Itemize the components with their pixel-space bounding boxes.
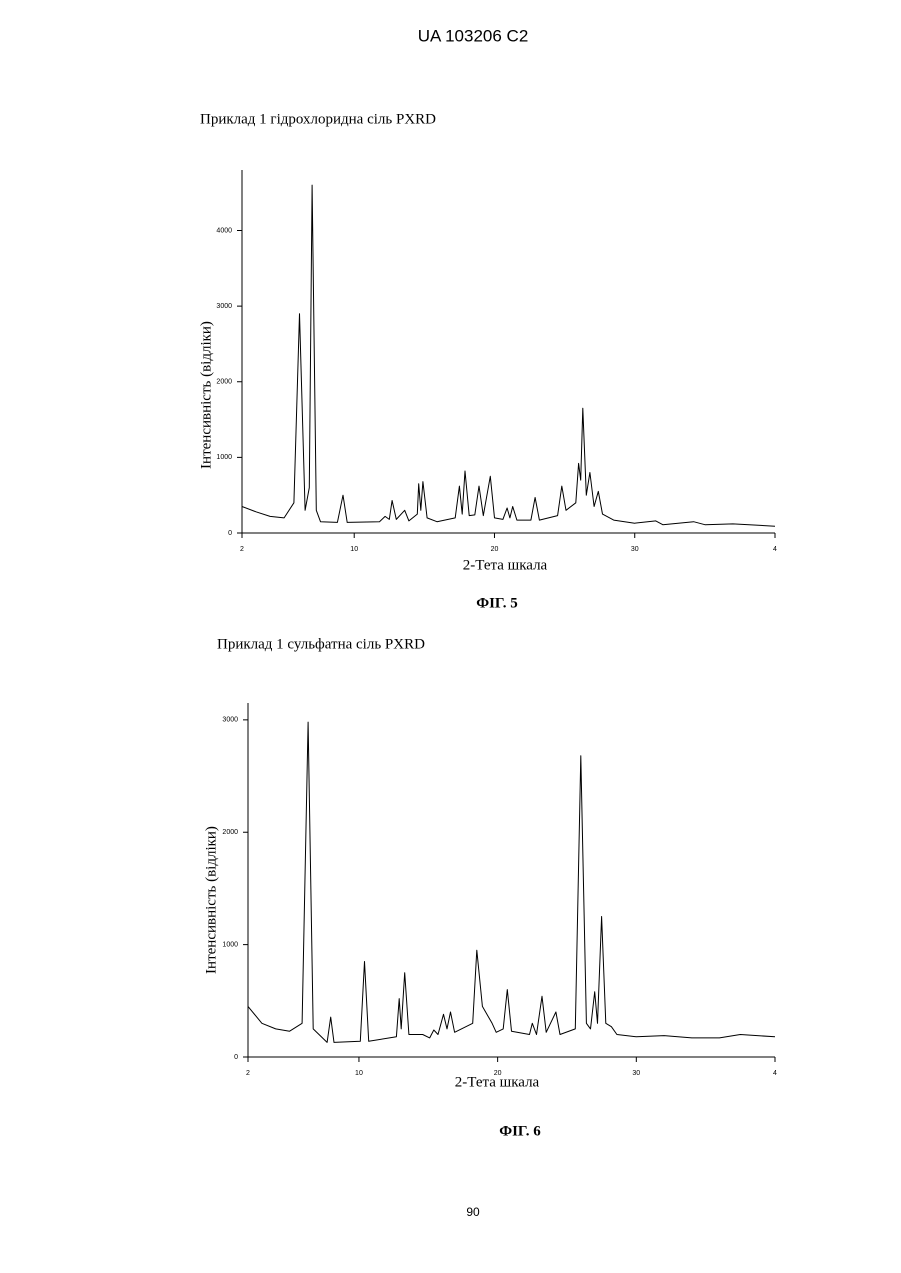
- x-tick-label: 4: [773, 546, 777, 553]
- background: [0, 0, 901, 1273]
- x-tick-label: 30: [632, 1070, 640, 1077]
- y-tick-label: 3000: [216, 303, 232, 310]
- y-tick-label: 1000: [216, 454, 232, 461]
- figure-caption: ФІГ. 6: [499, 1123, 541, 1139]
- page: UA 103206 C2 90 Приклад 1 гідрохлоридна …: [0, 0, 901, 1273]
- x-tick-label: 4: [773, 1070, 777, 1077]
- figure-caption: ФІГ. 5: [476, 595, 518, 611]
- y-tick-label: 2000: [216, 379, 232, 386]
- x-axis-label: 2-Тета шкала: [463, 557, 548, 573]
- y-tick-label: 2000: [222, 829, 238, 836]
- y-axis-label: Інтенсивність (відліки): [198, 321, 214, 469]
- y-axis-label: Інтенсивність (відліки): [203, 826, 219, 974]
- x-tick-label: 10: [355, 1070, 363, 1077]
- header: UA 103206 C2: [418, 26, 529, 45]
- chart-title: Приклад 1 сульфатна сіль PXRD: [217, 636, 425, 652]
- y-tick-label: 1000: [222, 941, 238, 948]
- chart-title: Приклад 1 гідрохлоридна сіль PXRD: [200, 111, 436, 127]
- x-tick-label: 10: [350, 546, 358, 553]
- x-tick-label: 2: [246, 1070, 250, 1077]
- y-tick-label: 4000: [216, 227, 232, 234]
- y-tick-label: 0: [234, 1054, 238, 1061]
- x-tick-label: 20: [494, 1070, 502, 1077]
- x-tick-label: 20: [491, 546, 499, 553]
- y-tick-label: 3000: [222, 717, 238, 724]
- page-number: 90: [466, 1205, 480, 1219]
- y-tick-label: 0: [228, 530, 232, 537]
- x-tick-label: 2: [240, 546, 244, 553]
- x-tick-label: 30: [631, 546, 639, 553]
